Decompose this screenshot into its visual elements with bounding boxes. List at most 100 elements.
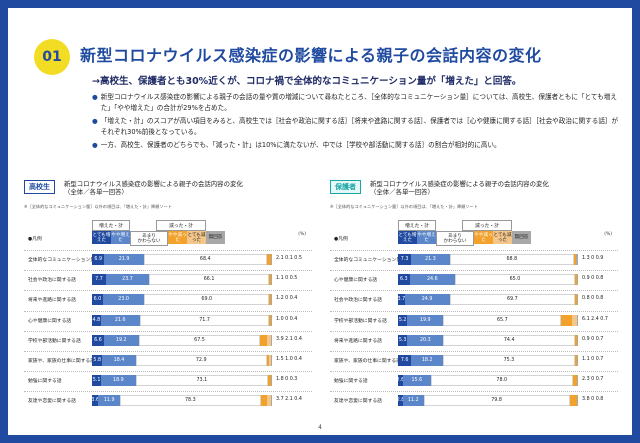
stacked-bar: 7.3 21.3 68.8 — [398, 254, 578, 265]
legend-item: 無回答 — [512, 231, 531, 244]
bar-segment — [271, 274, 272, 286]
legend-item: やや減った — [168, 231, 187, 244]
page-title: 新型コロナウイルス感染症の影響による親子の会話内容の変化 — [80, 46, 542, 65]
row-label: 将来や進路に関する話 — [28, 298, 76, 304]
panel-note: ※［全体的なコミュニケーション量］以外の項目は、「増えた・計」降順ソート — [330, 204, 478, 209]
bar-segment: 21.6 — [100, 314, 140, 326]
bar-segment: 5.1 — [92, 375, 102, 387]
bullet-item: ● 新型コロナウイルス感染症の影響による親子の会話の量や質の増減について尋ねたとこ… — [92, 92, 622, 114]
bar-segment: 7.7 — [92, 274, 106, 286]
bar-segment: 69.0 — [144, 294, 270, 306]
row-tail-values: 0.9 0 0.8 — [582, 276, 604, 282]
bar-segment: 15.6 — [402, 375, 431, 387]
stacked-bar: 6.6 19.2 67.5 — [92, 334, 272, 346]
bar-segment — [572, 375, 577, 387]
row-label: 全体的なコミュニケーション量 — [28, 258, 96, 263]
row-tail-values: 0.9 0 0.7 — [582, 336, 604, 342]
bar-segment: 71.7 — [139, 314, 270, 326]
row-tail-values: 6.1 2.4 0.7 — [582, 316, 608, 322]
bar-segment: 6.3 — [398, 274, 410, 286]
bar-segment — [269, 294, 272, 306]
row-label: 将来や進路に関する話 — [334, 338, 382, 344]
bar-segment — [267, 395, 272, 407]
bar-segment: 6.0 — [92, 294, 103, 306]
bar-segment: 78.0 — [431, 375, 573, 387]
row-divider — [330, 310, 618, 312]
panel-title: 新型コロナウイルス感染症の影響による親子の会話内容の変化 （全体／各単一回答） — [370, 180, 549, 196]
bar-segment: 24.6 — [409, 274, 455, 286]
bar-segment: 66.1 — [149, 274, 270, 286]
stacked-bar: 6.0 23.0 69.0 — [92, 294, 272, 306]
row-tail-values: 1.1 0 0.5 — [276, 276, 298, 282]
row-label: 家族や、家族の仕事に関する話 — [334, 359, 402, 364]
percent-unit: (%) — [604, 232, 612, 237]
row-label: 勉強に関する話 — [28, 379, 62, 385]
bullet-item: ● 「増えた・計」のスコアが高い項目をみると、高校生では［社会や政治に関する話］［… — [92, 116, 622, 138]
legend-item: やや増えた — [111, 231, 130, 244]
bar-segment — [269, 355, 272, 366]
group-label-increase: 増えた・計 — [398, 220, 436, 231]
bar-segment: 68.4 — [143, 254, 267, 265]
bar-segment — [576, 254, 578, 265]
panel-title: 新型コロナウイルス感染症の影響による親子の会話内容の変化 （全体／各単一回答） — [64, 180, 243, 196]
chart-panel-students: 高校生 新型コロナウイルス感染症の影響による親子の会話内容の変化 （全体／各単一… — [24, 180, 312, 420]
bar-segment — [260, 334, 268, 346]
page: 01 新型コロナウイルス感染症の影響による親子の会話内容の変化 →高校生、保護者… — [8, 8, 632, 435]
bar-segment — [266, 254, 271, 265]
legend-item: 無回答 — [206, 231, 225, 244]
bar-segment — [574, 355, 577, 366]
row-divider — [330, 250, 618, 251]
row-divider — [330, 270, 618, 272]
stacked-bar: 5.1 18.9 73.1 — [92, 375, 273, 387]
row-label: 勉強に関する話 — [334, 379, 368, 385]
bar-segment — [576, 375, 578, 387]
bar-segment: 65.0 — [454, 274, 575, 286]
bar-segment: 5.2 — [398, 314, 408, 326]
row-tail-values: 3.8 0 0.8 — [582, 397, 604, 403]
bar-segment: 5.8 — [92, 355, 103, 366]
bar-segment: 3.7 — [398, 294, 405, 306]
bar-segment: 18.9 — [101, 375, 136, 387]
bar-segment: 4.8 — [92, 314, 101, 326]
bar-segment: 72.9 — [135, 355, 267, 366]
bar-segment — [266, 355, 270, 366]
legend-item: とても減った — [493, 231, 512, 244]
legend-item: やや減った — [474, 231, 493, 244]
row-tail-values: 0.8 0 0.8 — [582, 296, 604, 302]
stacked-bar: 6.9 21.9 68.4 — [92, 254, 272, 265]
bar-segment: 24.9 — [404, 294, 450, 306]
panel-tag: 保護者 — [330, 180, 361, 194]
bar-segment — [268, 375, 272, 387]
bar-segment — [561, 314, 573, 326]
bar-segment: 75.3 — [443, 355, 575, 366]
panel-title-line1: 新型コロナウイルス感染症の影響による親子の会話内容の変化 — [370, 180, 549, 188]
stacked-bar: 5.3 20.3 74.4 — [398, 334, 578, 346]
bar-segment — [569, 395, 577, 407]
legend-item: とても増えた — [398, 231, 417, 244]
bar-segment — [574, 274, 577, 286]
row-divider — [24, 270, 312, 272]
legend-item: あまり かわらない — [436, 231, 474, 246]
row-divider — [24, 371, 312, 373]
panel-title-line1: 新型コロナウイルス感染症の影響による親子の会話内容の変化 — [64, 180, 243, 188]
row-tail-values: 1.0 0 0.4 — [276, 316, 298, 322]
row-tail-values: 1.5 1.0 0.4 — [276, 357, 302, 362]
bar-segment: 20.3 — [407, 334, 444, 346]
bar-segment: 73.1 — [135, 375, 269, 387]
bar-segment: 2.8 — [398, 395, 404, 407]
row-divider — [24, 310, 312, 312]
stacked-bar: 7.7 23.7 66.1 — [92, 274, 272, 286]
bar-segment — [576, 395, 578, 407]
group-label-increase: 増えた・計 — [92, 220, 130, 231]
group-label-decrease: 減った・計 — [462, 220, 512, 231]
bar-segment: 19.2 — [103, 334, 139, 346]
stacked-bar: 3.7 24.9 69.7 — [398, 294, 578, 306]
row-label: 学校や部活動に関する話 — [334, 318, 387, 324]
stacked-bar: 5.8 18.4 72.9 — [92, 355, 272, 366]
bar-segment: 18.2 — [411, 355, 444, 366]
row-label: 社会や政治に関する話 — [28, 278, 76, 284]
legend-item: あまり かわらない — [130, 231, 168, 246]
bar-segment — [572, 314, 577, 326]
bar-segment — [269, 274, 272, 286]
bullet-dot-icon: ● — [92, 141, 98, 149]
